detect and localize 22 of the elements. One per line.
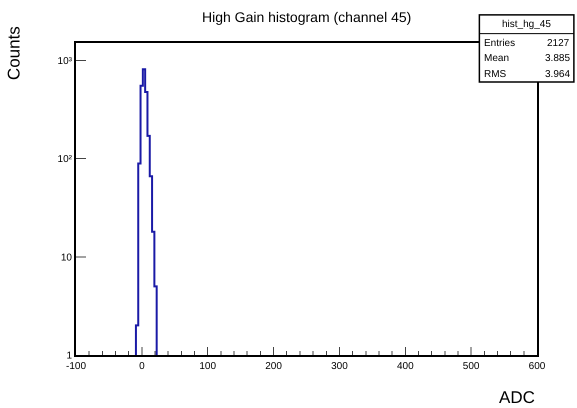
annotation: Mean [484,53,510,64]
x-tick-label: 400 [396,361,414,372]
x-tick-label: 600 [528,361,546,372]
y-tick-label: 10³ [58,56,73,67]
annotation: Entries [484,38,516,49]
text: 3.964 [545,69,570,80]
x-tick-label: 100 [199,361,216,372]
y-tick-label: 10² [58,154,73,166]
x-axis-title: ADC [499,388,535,407]
text: 3.885 [545,53,570,64]
x-tick-label: -100 [66,361,86,372]
text: 2127 [547,38,570,49]
y-tick-label: 10 [60,252,72,264]
x-tick-label: 500 [462,361,480,372]
chart-title: High Gain histogram (channel 45) [202,9,412,25]
x-tick-label: 200 [265,361,282,372]
y-axis-title: Counts [4,26,24,80]
text: hist_hg_45 [502,19,552,30]
x-tick-label: 0 [139,361,146,372]
x-tick-label: 300 [331,361,348,372]
y-tick-label: 1 [66,350,72,362]
annotation: RMS [484,69,507,80]
